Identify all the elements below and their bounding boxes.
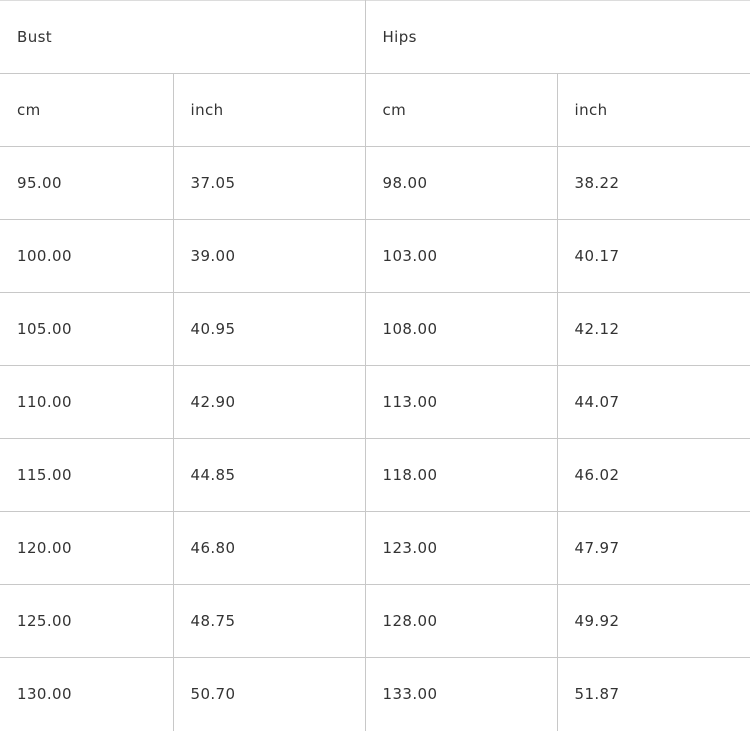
cell-value: 40.17 <box>574 247 620 265</box>
cell-bust-cm: 130.00 <box>0 657 174 731</box>
table-row: 110.00 42.90 113.00 44.07 <box>0 365 750 439</box>
cell-value: 51.87 <box>574 685 620 704</box>
cell-value: 39.00 <box>190 247 236 265</box>
cell-value: 118.00 <box>382 466 438 484</box>
table-row: 130.00 50.70 133.00 51.87 <box>0 657 750 731</box>
cell-hips-inch: 46.02 <box>557 438 750 512</box>
table-row: 120.00 46.80 123.00 47.97 <box>0 511 750 585</box>
cell-value: 105.00 <box>17 320 72 338</box>
cell-hips-cm: 123.00 <box>365 511 558 585</box>
cell-value: 115.00 <box>17 466 72 484</box>
cell-value: 98.00 <box>382 174 428 192</box>
cell-bust-inch: 39.00 <box>173 219 366 293</box>
unit-header-bust-inch-label: inch <box>190 101 224 119</box>
cell-hips-cm: 98.00 <box>365 146 558 220</box>
cell-value: 42.12 <box>574 320 620 338</box>
cell-hips-cm: 113.00 <box>365 365 558 439</box>
unit-header-bust-cm: cm <box>0 73 174 147</box>
group-header-hips-label: Hips <box>382 28 417 46</box>
cell-bust-cm: 105.00 <box>0 292 174 366</box>
cell-hips-inch: 44.07 <box>557 365 750 439</box>
cell-hips-inch: 49.92 <box>557 584 750 658</box>
cell-value: 50.70 <box>190 685 236 704</box>
cell-value: 38.22 <box>574 174 620 192</box>
unit-header-hips-inch: inch <box>557 73 750 147</box>
group-header-row: Bust Hips <box>0 0 750 74</box>
cell-value: 133.00 <box>382 685 438 704</box>
table-row: 100.00 39.00 103.00 40.17 <box>0 219 750 293</box>
cell-value: 128.00 <box>382 612 438 630</box>
cell-value: 44.85 <box>190 466 236 484</box>
cell-value: 110.00 <box>17 393 72 411</box>
cell-bust-inch: 37.05 <box>173 146 366 220</box>
unit-header-hips-cm: cm <box>365 73 558 147</box>
cell-bust-cm: 110.00 <box>0 365 174 439</box>
table-row: 115.00 44.85 118.00 46.02 <box>0 438 750 512</box>
cell-value: 40.95 <box>190 320 236 338</box>
unit-header-hips-cm-label: cm <box>382 101 407 119</box>
cell-value: 108.00 <box>382 320 438 338</box>
cell-bust-inch: 42.90 <box>173 365 366 439</box>
cell-hips-inch: 47.97 <box>557 511 750 585</box>
cell-value: 44.07 <box>574 393 620 411</box>
cell-bust-cm: 120.00 <box>0 511 174 585</box>
cell-value: 123.00 <box>382 539 438 557</box>
cell-value: 49.92 <box>574 612 620 630</box>
cell-bust-cm: 115.00 <box>0 438 174 512</box>
cell-bust-inch: 48.75 <box>173 584 366 658</box>
cell-value: 95.00 <box>17 174 62 192</box>
cell-value: 113.00 <box>382 393 438 411</box>
cell-bust-cm: 125.00 <box>0 584 174 658</box>
group-header-hips: Hips <box>365 0 750 74</box>
cell-value: 130.00 <box>17 685 72 704</box>
cell-value: 47.97 <box>574 539 620 557</box>
cell-bust-inch: 44.85 <box>173 438 366 512</box>
cell-value: 46.80 <box>190 539 236 557</box>
unit-header-bust-inch: inch <box>173 73 366 147</box>
group-header-bust: Bust <box>0 0 366 74</box>
cell-hips-cm: 118.00 <box>365 438 558 512</box>
unit-header-bust-cm-label: cm <box>17 101 41 119</box>
cell-hips-inch: 51.87 <box>557 657 750 731</box>
unit-header-row: cm inch cm inch <box>0 73 750 147</box>
cell-value: 46.02 <box>574 466 620 484</box>
cell-value: 42.90 <box>190 393 236 411</box>
table-header: Bust Hips cm inch cm inch <box>0 0 750 147</box>
cell-hips-inch: 40.17 <box>557 219 750 293</box>
table-row: 95.00 37.05 98.00 38.22 <box>0 146 750 220</box>
cell-bust-cm: 100.00 <box>0 219 174 293</box>
table-body: 95.00 37.05 98.00 38.22 100.00 39.00 103… <box>0 146 750 731</box>
cell-value: 100.00 <box>17 247 72 265</box>
cell-hips-inch: 42.12 <box>557 292 750 366</box>
cell-bust-inch: 40.95 <box>173 292 366 366</box>
cell-value: 48.75 <box>190 612 236 630</box>
cell-bust-inch: 46.80 <box>173 511 366 585</box>
cell-value: 103.00 <box>382 247 438 265</box>
unit-header-hips-inch-label: inch <box>574 101 608 119</box>
cell-hips-cm: 103.00 <box>365 219 558 293</box>
cell-hips-cm: 128.00 <box>365 584 558 658</box>
cell-value: 125.00 <box>17 612 72 630</box>
cell-hips-cm: 108.00 <box>365 292 558 366</box>
group-header-bust-label: Bust <box>17 28 53 46</box>
cell-hips-inch: 38.22 <box>557 146 750 220</box>
table-row: 125.00 48.75 128.00 49.92 <box>0 584 750 658</box>
cell-value: 37.05 <box>190 174 236 192</box>
cell-hips-cm: 133.00 <box>365 657 558 731</box>
cell-value: 120.00 <box>17 539 72 557</box>
cell-bust-inch: 50.70 <box>173 657 366 731</box>
cell-bust-cm: 95.00 <box>0 146 174 220</box>
table-row: 105.00 40.95 108.00 42.12 <box>0 292 750 366</box>
